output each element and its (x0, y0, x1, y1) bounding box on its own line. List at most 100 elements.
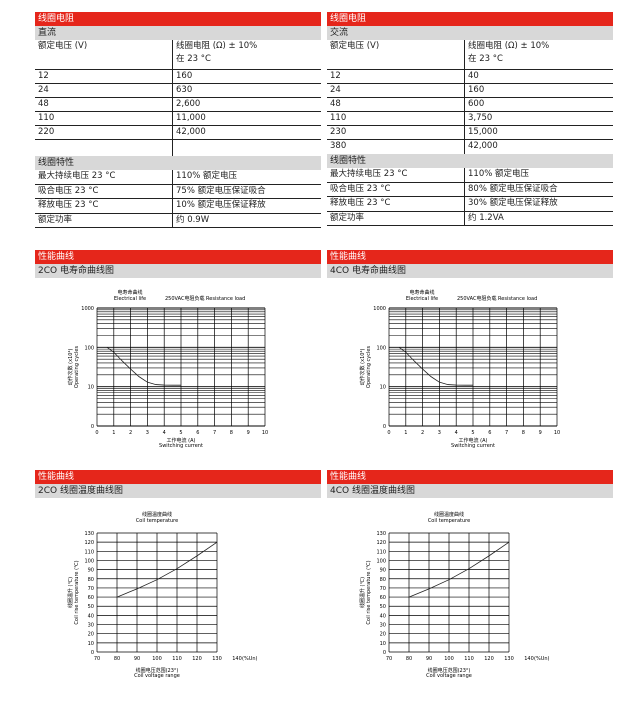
resistance-cell: 42,000 (176, 127, 206, 137)
resistance-cell: 160 (468, 85, 485, 95)
y-tick-label: 100 (84, 558, 94, 564)
y-axis-label: 动作次数 (x10⁴) (67, 349, 74, 386)
characteristic-label: 额定功率 (35, 213, 173, 227)
table-row: 24 630 (35, 84, 321, 98)
characteristic-row: 额定功率约 1.2VA (327, 211, 613, 226)
characteristic-value: 30% 额定电压保证释放 (468, 198, 558, 208)
rated-voltage-header: 额定电压 (V) (35, 40, 173, 69)
characteristic-row: 吸合电压 23 °C 80% 额定电压保证吸合 (327, 182, 613, 197)
x-tick-label: 6 (196, 430, 199, 436)
coil-characteristics-subheader: 线圈特性 (35, 156, 321, 170)
y-tick-label: 40 (88, 613, 94, 619)
resistance-header: 线圈电阻 (Ω) ± 10% 在 23 °C (465, 40, 613, 69)
life-curve-line (106, 347, 181, 386)
chart-note: 250VAC电阻负载 Resistance load (165, 295, 245, 302)
y-tick-label: 0 (91, 650, 94, 656)
x-tick-label: 70 (386, 656, 392, 662)
y-tick-label: 110 (376, 549, 386, 555)
x-tick-label: 110 (464, 656, 474, 662)
y-tick-label: 0 (91, 424, 94, 430)
x-axis-label-en: Switching current (159, 443, 203, 449)
x-axis-label-en: Coil voltage range (426, 673, 472, 679)
y-tick-label: 60 (380, 595, 386, 601)
resistance-cell: 11,000 (176, 113, 206, 123)
life-curve-subheader: 4CO 电寿命曲线图 (327, 264, 613, 278)
x-tick-label: 3 (146, 430, 149, 436)
x-tick-label: 10 (262, 430, 268, 436)
table-row: 48 2,600 (35, 98, 321, 112)
chart-title: 电寿命曲线 (117, 289, 142, 296)
characteristic-label: 最大持续电压 23 °C (327, 168, 465, 182)
y-tick-label: 30 (380, 623, 386, 629)
y-tick-label: 70 (380, 586, 386, 592)
characteristic-value: 80% 额定电压保证吸合 (468, 183, 558, 194)
x-tick-label: 130 (504, 656, 514, 662)
x-tick-label: 90 (134, 656, 140, 662)
life-curve-subheader: 2CO 电寿命曲线图 (35, 264, 321, 278)
x-tick-label: 110 (172, 656, 182, 662)
voltage-cell: 24 (35, 84, 173, 97)
characteristic-row: 最大持续电压 23 °C 110% 额定电压 (35, 170, 321, 185)
y-axis-label: 动作次数 (x10⁴) (359, 349, 366, 386)
characteristic-value: 10% 额定电压保证释放 (176, 200, 266, 210)
chart-title: 线圈温度曲线 (142, 511, 172, 518)
x-axis-label: 工作电流 (A) (459, 437, 488, 444)
characteristic-label: 释放电压 23 °C (327, 197, 465, 211)
characteristic-label: 最大持续电压 23 °C (35, 170, 173, 184)
x-tick-label: 8 (522, 430, 525, 436)
table-row: 220 42,000 (35, 126, 321, 140)
table-header-row: 额定电压 (V) 线圈电阻 (Ω) ± 10% 在 23 °C (327, 40, 613, 70)
temperature-curve-section: 性能曲线 2CO 线圈温度曲线图 (35, 470, 321, 498)
y-tick-label: 20 (380, 632, 386, 638)
x-axis-label-en: Coil voltage range (134, 673, 180, 679)
x-tick-label: 140 (524, 656, 534, 662)
x-tick-label: 9 (247, 430, 250, 436)
characteristic-row: 最大持续电压 23 °C 110% 额定电压 (327, 168, 613, 183)
x-tick-label: 8 (230, 430, 233, 436)
coil-characteristics-subheader: 线圈特性 (327, 154, 613, 168)
characteristic-label: 释放电压 23 °C (35, 199, 173, 213)
x-tick-label: 4 (163, 430, 166, 436)
x-tick-label: 3 (438, 430, 441, 436)
voltage-cell: 230 (327, 126, 465, 139)
resistance-cell: 42,000 (468, 141, 498, 151)
characteristic-label: 额定功率 (327, 211, 465, 225)
temperature-curve-subheader: 4CO 线圈温度曲线图 (327, 484, 613, 498)
y-tick-label: 110 (84, 549, 94, 555)
x-tick-label: 120 (192, 656, 202, 662)
y-axis-label: 线圈温升 (℃) (67, 577, 74, 608)
y-tick-label: 130 (376, 531, 386, 537)
life-curve-line (398, 347, 473, 386)
x-tick-label: 0 (95, 430, 98, 436)
table-row: 380 42,000 (327, 140, 613, 154)
temperature-curve-line (408, 541, 510, 598)
table-row: 230 15,000 (327, 126, 613, 140)
current-type-subheader: 交流 (327, 26, 613, 40)
y-tick-label: 20 (88, 632, 94, 638)
y-tick-label: 30 (88, 623, 94, 629)
voltage-cell: 220 (35, 126, 173, 139)
y-tick-label: 130 (84, 531, 94, 537)
x-tick-label: 5 (471, 430, 474, 436)
table-row: 48 600 (327, 98, 613, 112)
x-tick-label: 10 (554, 430, 560, 436)
resistance-cell: 630 (176, 85, 193, 95)
current-type-subheader: 直流 (35, 26, 321, 40)
voltage-cell (35, 140, 173, 156)
table-row: 110 11,000 (35, 112, 321, 126)
x-tick-label: 1 (112, 430, 115, 436)
characteristic-row: 吸合电压 23 °C 75% 额定电压保证吸合 (35, 184, 321, 199)
x-tick-label: 100 (444, 656, 454, 662)
voltage-cell: 380 (327, 140, 465, 154)
y-tick-label: 1000 (373, 306, 386, 312)
performance-curve-header: 性能曲线 (35, 250, 321, 264)
chart-note: 250VAC电阻负载 Resistance load (457, 295, 537, 302)
characteristic-value: 约 0.9W (176, 214, 210, 225)
x-tick-label: 0 (387, 430, 390, 436)
resistance-cell: 3,750 (468, 113, 493, 123)
y-tick-label: 100 (376, 558, 386, 564)
y-axis-label-en: Operating cycles (74, 346, 80, 389)
